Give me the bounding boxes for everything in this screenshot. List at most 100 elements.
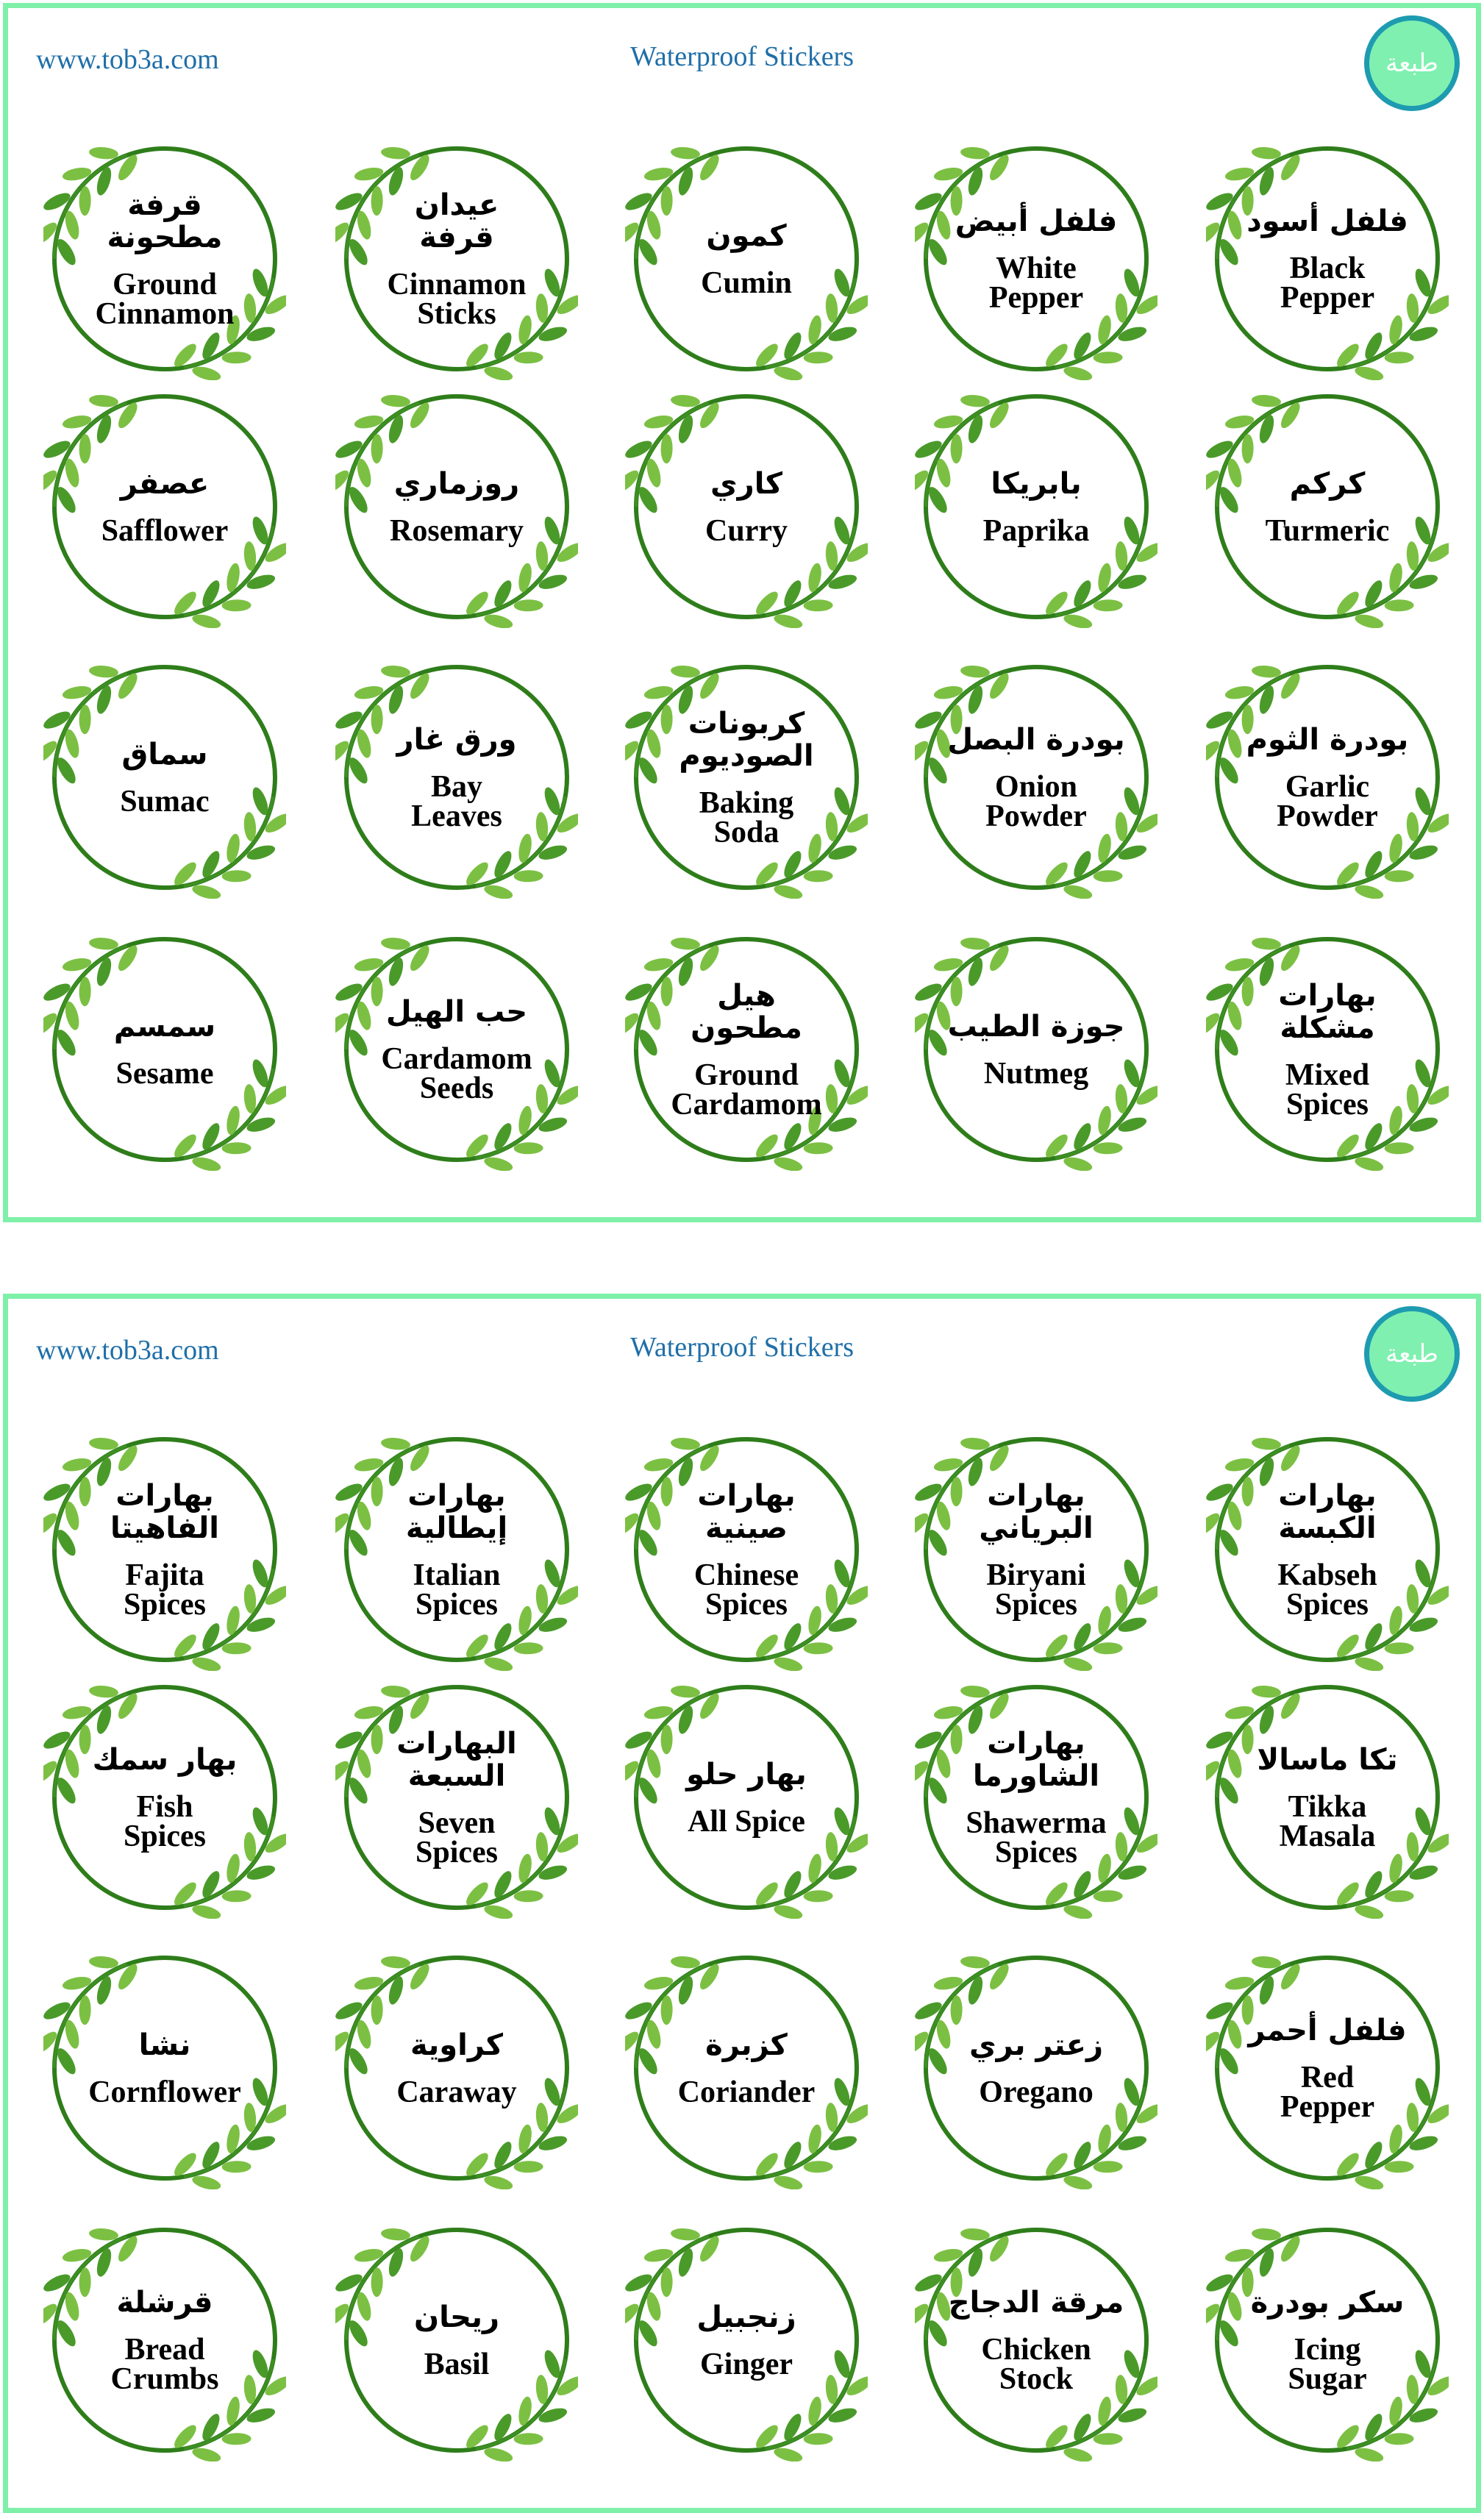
sticker: تكا ماسالا Tikka Masala	[1206, 1676, 1449, 1919]
english-name: Chicken Stock	[981, 2333, 1091, 2396]
arabic-name: بهار حلو	[686, 1758, 807, 1792]
arabic-name: فلفل أبيض	[955, 204, 1118, 238]
sticker: سماق Sumac	[43, 656, 286, 899]
sticker: نشا Cornflower	[43, 1947, 286, 2189]
english-name: Caraway	[396, 2075, 517, 2109]
wreath	[1206, 937, 1449, 1171]
wreath	[335, 2228, 578, 2462]
arabic-name: بهارات الكبسة	[1278, 1479, 1377, 1545]
sticker: بهار حلو All Spice	[625, 1676, 868, 1919]
english-name: Garlic Powder	[1277, 770, 1378, 833]
sticker: كراوية Caraway	[335, 1947, 578, 2189]
arabic-name: بهارات البرياني	[979, 1479, 1094, 1545]
english-name: All Spice	[688, 1805, 805, 1839]
sticker: زنجبيل Ginger	[625, 2219, 868, 2462]
english-name: Icing Sugar	[1288, 2333, 1367, 2396]
arabic-name: حب الهيل	[385, 995, 528, 1029]
arabic-name: قرشلة	[116, 2286, 213, 2320]
english-name: Kabseh Spices	[1277, 1558, 1377, 1622]
sticker-text: فلفل أحمر Red Pepper	[1228, 1947, 1427, 2189]
sticker-text: كركم Turmeric	[1228, 385, 1427, 628]
sticker-sheet: www.tob3a.com Waterproof Stickers طبعة قرفة…	[3, 3, 1481, 1222]
arabic-name: مرقة الدجاج	[948, 2286, 1124, 2320]
sticker-text: سكر بودرة Icing Sugar	[1228, 2219, 1427, 2462]
sticker-text: ريحان Basil	[357, 2219, 556, 2462]
arabic-name: جوزة الطيب	[947, 1010, 1125, 1044]
english-name: White Pepper	[988, 252, 1084, 315]
arabic-name: سكر بودرة	[1250, 2286, 1405, 2320]
english-name: Italian Spices	[413, 1558, 501, 1622]
sticker-text: قرشلة Bread Crumbs	[65, 2219, 264, 2462]
english-name: Rosemary	[390, 514, 524, 548]
sticker-text: كربونات الصوديوم Baking Soda	[647, 656, 846, 899]
english-name: Nutmeg	[983, 1057, 1089, 1091]
sticker: فلفل أبيض White Pepper	[915, 138, 1157, 380]
wreath	[915, 937, 1157, 1171]
website: www.tob3a.com	[36, 44, 219, 75]
english-name: Cinnamon Sticks	[387, 268, 527, 331]
sticker: ريحان Basil	[335, 2219, 578, 2462]
wreath	[625, 2228, 868, 2462]
sticker-text: بودرة البصل Onion Powder	[937, 656, 1135, 899]
wreath	[1206, 394, 1449, 628]
english-name: Bread Crumbs	[110, 2333, 219, 2396]
sheet-title: Waterproof Stickers	[630, 1332, 854, 1363]
english-name: Cornflower	[88, 2075, 241, 2109]
arabic-name: روزماري	[393, 467, 520, 501]
wreath	[335, 937, 578, 1171]
sticker-text: بهارات صينية Chinese Spices	[647, 1428, 846, 1671]
sticker-text: زنجبيل Ginger	[647, 2219, 846, 2462]
wreath	[1206, 1956, 1449, 2189]
sticker: كمون Cumin	[625, 138, 868, 380]
wreath	[1206, 1685, 1449, 1919]
website: www.tob3a.com	[36, 1335, 219, 1366]
wreath	[625, 394, 868, 628]
sticker-text: بهار حلو All Spice	[647, 1676, 846, 1919]
arabic-name: سمسم	[113, 1010, 216, 1044]
english-name: Baking Soda	[699, 786, 794, 849]
english-name: Shawerma Spices	[966, 1806, 1107, 1869]
wreath	[1206, 146, 1449, 380]
sticker: بهار سمك Fish Spices	[43, 1676, 286, 1919]
sticker: كاري Curry	[625, 385, 868, 628]
sheet-title: Waterproof Stickers	[630, 41, 854, 72]
sticker-text: سمسم Sesame	[65, 928, 264, 1171]
sticker-text: ورق غار Bay Leaves	[357, 656, 556, 899]
wreath	[43, 1437, 286, 1671]
english-name: Biryani Spices	[986, 1558, 1086, 1622]
arabic-name: بودرة الثوم	[1246, 723, 1409, 757]
sticker: عصفر Safflower	[43, 385, 286, 628]
arabic-name: البهارات السبعة	[396, 1727, 517, 1793]
sticker-text: بهار سمك Fish Spices	[65, 1676, 264, 1919]
sticker-sheet: www.tob3a.com Waterproof Stickers طبعة بهار…	[3, 1294, 1481, 2513]
sticker: فلفل أحمر Red Pepper	[1206, 1947, 1449, 2189]
wreath	[915, 2228, 1157, 2462]
arabic-name: ورق غار	[396, 723, 517, 757]
arabic-name: بهارات مشكلة	[1278, 979, 1377, 1045]
arabic-name: قرفة مطحونة	[107, 188, 223, 254]
sticker: قرفة مطحونة Ground Cinnamon	[43, 138, 286, 380]
english-name: Fish Spices	[123, 1790, 206, 1853]
arabic-name: ريحان	[413, 2300, 500, 2334]
sticker-text: قرفة مطحونة Ground Cinnamon	[65, 138, 264, 380]
arabic-name: بابريكا	[991, 467, 1082, 501]
sticker: بودرة البصل Onion Powder	[915, 656, 1157, 899]
english-name: Sesame	[115, 1057, 214, 1091]
arabic-name: كركم	[1289, 467, 1366, 501]
english-name: Paprika	[982, 514, 1090, 548]
english-name: Bay Leaves	[411, 770, 502, 833]
wreath	[1206, 1437, 1449, 1671]
english-name: Sumac	[120, 785, 210, 819]
wreath	[43, 1956, 286, 2189]
sticker: سكر بودرة Icing Sugar	[1206, 2219, 1449, 2462]
sticker-text: نشا Cornflower	[65, 1947, 264, 2189]
english-name: Red Pepper	[1280, 2061, 1375, 2124]
wreath	[915, 1956, 1157, 2189]
sticker: بهارات الفاهيتا Fajita Spices	[43, 1428, 286, 1671]
sticker: جوزة الطيب Nutmeg	[915, 928, 1157, 1171]
sticker-text: حب الهيل Cardamom Seeds	[357, 928, 556, 1171]
arabic-name: كربونات الصوديوم	[679, 707, 814, 773]
sticker-text: سماق Sumac	[65, 656, 264, 899]
sticker: كزبرة Coriander	[625, 1947, 868, 2189]
sticker-text: البهارات السبعة Seven Spices	[357, 1676, 556, 1919]
